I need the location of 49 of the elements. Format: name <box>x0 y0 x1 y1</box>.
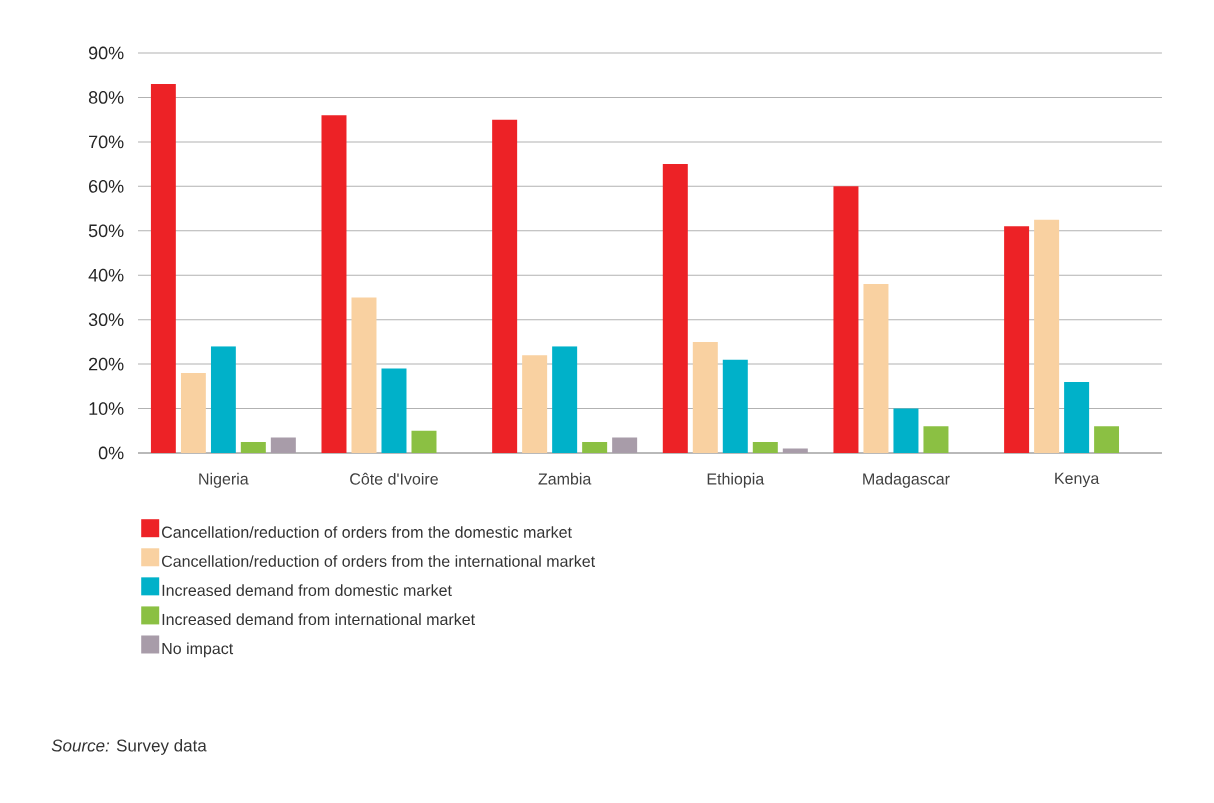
text: Source: Survey data <box>51 739 207 755</box>
bar <box>351 297 377 453</box>
x-tick-label: Côte d'Ivoire <box>350 472 438 485</box>
y-tick-label: 50% <box>88 224 124 238</box>
bar <box>1064 381 1090 453</box>
y-tick-label: 70% <box>89 135 124 149</box>
legend-label: Cancellation/reduction of orders from the international market <box>162 555 596 567</box>
x-tick-label: Zambia <box>538 472 592 485</box>
x-tick-label: Ethiopia <box>707 472 765 488</box>
bar <box>321 115 347 453</box>
bar <box>522 355 548 453</box>
legend-label: Cancellation/reduction of orders from the domestic market <box>162 526 572 538</box>
bar <box>1034 219 1060 453</box>
bar <box>722 359 748 453</box>
bar <box>582 441 608 453</box>
y-tick-label: 30% <box>88 313 124 327</box>
y-tick-label: 40% <box>88 268 124 282</box>
bar <box>270 437 296 453</box>
y-tick-label: 80% <box>88 91 124 104</box>
bar <box>240 441 266 453</box>
bar <box>381 368 407 453</box>
bar <box>923 426 949 453</box>
bar <box>411 430 437 453</box>
y-tick-label: 0% <box>98 446 124 460</box>
x-tick-label: Nigeria <box>199 472 249 488</box>
y-tick-label: 90% <box>88 46 124 60</box>
bar <box>492 119 518 453</box>
legend-label: Increased demand from domestic market <box>162 584 452 597</box>
bar <box>1094 426 1120 453</box>
bar <box>692 341 718 453</box>
bar <box>1004 226 1030 453</box>
bar <box>782 448 808 453</box>
y-tick-label: 20% <box>89 357 124 371</box>
bar <box>150 84 176 453</box>
legend-label: Increased demand from international market <box>162 613 475 626</box>
x-tick-label: Kenya <box>1055 472 1100 488</box>
bar <box>210 346 236 453</box>
bar <box>833 186 859 453</box>
bar <box>752 441 778 453</box>
bar <box>863 284 889 453</box>
y-tick-label: 60% <box>89 179 124 193</box>
bar <box>180 373 206 453</box>
bar <box>552 346 578 453</box>
bar <box>893 408 919 453</box>
legend-label: No impact <box>162 642 234 658</box>
x-tick-label: Madagascar <box>863 472 950 488</box>
y-tick-label: 10% <box>89 402 124 415</box>
bar <box>662 164 688 453</box>
bar <box>612 437 638 453</box>
